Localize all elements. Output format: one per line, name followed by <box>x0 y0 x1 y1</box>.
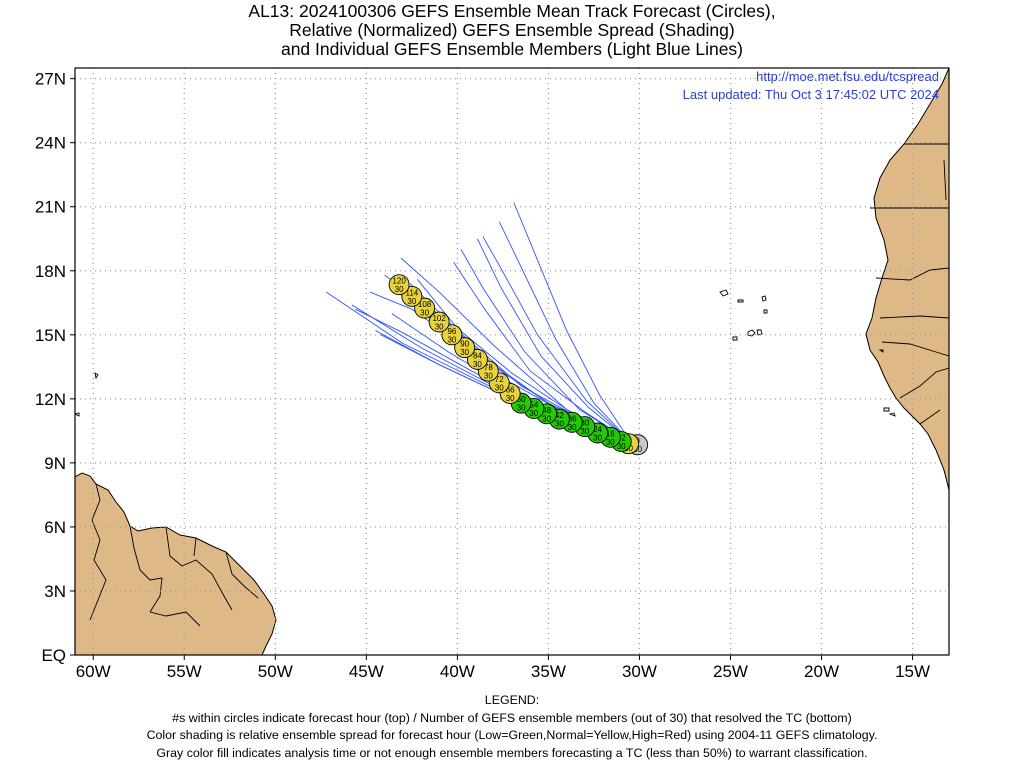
track-point-members: 30 <box>435 323 444 332</box>
track-point-hour: 72 <box>495 375 504 384</box>
track-point-hour: 48 <box>542 406 551 415</box>
ensemble-mean-track: 0306301230183024303030363042304830543060… <box>388 274 649 456</box>
track-point-members: 30 <box>529 409 538 418</box>
track-point-hour: 24 <box>593 425 602 434</box>
axis-ticks: 27N 24N 21N 18N 15N 12N 9N 6N 3N EQ 60W 55W 50W 45W 40… <box>35 70 930 681</box>
track-point-members: 30 <box>555 420 564 429</box>
member-track-line <box>453 261 631 442</box>
lon-tick-label: 15W <box>895 662 930 681</box>
lat-tick-label: 24N <box>35 134 66 153</box>
lat-tick-label: 21N <box>35 198 66 217</box>
track-point-members: 30 <box>633 445 642 454</box>
legend-heading: LEGEND: <box>484 693 540 707</box>
track-point-members: 30 <box>407 297 416 306</box>
track-point-members: 30 <box>517 404 526 413</box>
legend-line-3: Gray color fill indicates analysis time … <box>156 746 868 760</box>
legend-line-1: #s within circles indicate forecast hour… <box>172 711 852 725</box>
africa-landmass <box>865 68 949 491</box>
credit-updated: Last updated: Thu Oct 3 17:45:02 UTC 202… <box>683 87 939 102</box>
lat-tick-label: 9N <box>44 454 66 473</box>
track-point-hour: 54 <box>529 400 538 409</box>
track-point-hour: 36 <box>568 414 577 423</box>
chart-title-line-2: Relative (Normalized) GEFS Ensemble Spre… <box>289 20 735 40</box>
track-point-hour: 78 <box>484 363 493 372</box>
track-point-circle <box>454 337 476 359</box>
chart-title-line-3: and Individual GEFS Ensemble Members (Li… <box>280 39 744 59</box>
track-point-members: 30 <box>495 383 504 392</box>
member-track-line <box>498 221 631 442</box>
lon-tick-label: 30W <box>622 662 657 681</box>
track-point-hour: 60 <box>517 395 526 404</box>
lon-tick-label: 50W <box>258 662 293 681</box>
track-point-hour: 12 <box>617 434 626 443</box>
lon-tick-label: 55W <box>167 662 202 681</box>
track-point-hour: 108 <box>418 300 432 309</box>
map-frame <box>74 67 950 656</box>
track-point-circle <box>441 324 463 346</box>
lat-lon-grid <box>75 68 949 655</box>
track-point-circle <box>388 274 410 296</box>
track-point-circle <box>428 311 450 333</box>
lat-tick-label: 12N <box>35 390 66 409</box>
track-point-hour: 30 <box>580 419 589 428</box>
track-point-hour: 96 <box>447 327 456 336</box>
track-point-hour: 84 <box>473 351 482 360</box>
lon-tick-label: 60W <box>76 662 111 681</box>
track-point-hour: 114 <box>405 288 418 297</box>
africa-borders <box>870 143 949 425</box>
track-point-members: 30 <box>395 285 404 294</box>
credit-url: http://moe.met.fsu.edu/tcspread <box>756 69 939 84</box>
track-point-members: 30 <box>606 438 615 447</box>
track-point-members: 30 <box>568 423 577 432</box>
coastal-islands <box>75 349 896 417</box>
lon-tick-label: 25W <box>713 662 748 681</box>
lat-tick-label: 6N <box>44 518 66 537</box>
member-track-line <box>482 236 631 442</box>
track-point-hour: 66 <box>506 386 515 395</box>
track-point-hour: 120 <box>392 277 406 286</box>
south-america-borders <box>89 483 259 627</box>
track-point-members: 30 <box>484 372 493 381</box>
chart-title-line-1: AL13: 2024100306 GEFS Ensemble Mean Trac… <box>248 1 776 21</box>
member-track-line <box>460 249 631 442</box>
lat-tick-label: 15N <box>35 326 66 345</box>
track-point-members: 30 <box>420 309 429 318</box>
track-point-members: 30 <box>617 442 626 451</box>
track-point-hour: 42 <box>555 411 564 420</box>
lon-tick-label: 40W <box>440 662 475 681</box>
member-track-line <box>513 202 631 442</box>
track-point-members: 30 <box>473 360 482 369</box>
lon-tick-label: 45W <box>349 662 384 681</box>
track-point-members: 30 <box>506 394 515 403</box>
lat-tick-label: 27N <box>35 70 66 89</box>
land-layer <box>75 68 949 655</box>
track-point-members: 30 <box>593 434 602 443</box>
lat-tick-label: 3N <box>44 582 66 601</box>
track-point-members: 30 <box>580 427 589 436</box>
track-point-hour: 90 <box>460 340 469 349</box>
track-point-members: 30 <box>447 335 456 344</box>
track-point-members: 30 <box>460 348 469 357</box>
track-point-hour: 18 <box>606 429 615 438</box>
lat-tick-label: 18N <box>35 262 66 281</box>
lon-tick-label: 35W <box>531 662 566 681</box>
lat-tick-label: EQ <box>41 646 66 665</box>
track-point-members: 30 <box>542 414 551 423</box>
lon-tick-label: 20W <box>804 662 839 681</box>
track-point-hour: 102 <box>432 314 446 323</box>
member-track-line <box>476 238 631 442</box>
legend-line-2: Color shading is relative ensemble sprea… <box>146 728 878 742</box>
cape-verde-islands <box>719 289 768 341</box>
